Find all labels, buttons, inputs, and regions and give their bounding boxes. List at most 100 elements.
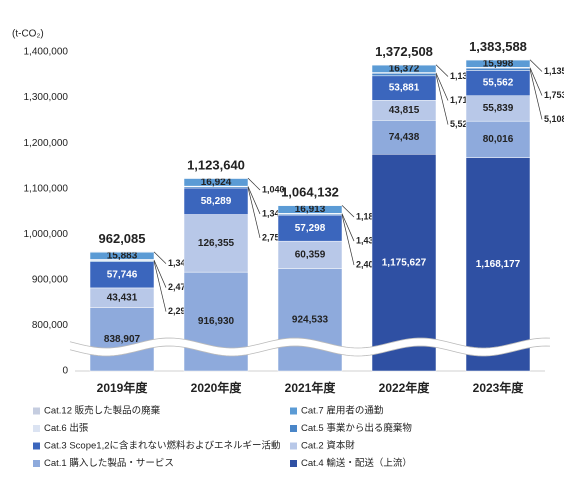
legend-label: Cat.7 雇用者の通勤: [301, 405, 383, 417]
legend-label: Cat.4 輸送・配送（上流）: [301, 457, 412, 469]
bar-segment: [277, 214, 343, 242]
small-label: 1,040: [262, 184, 285, 194]
y-tick-label: 800,000: [32, 320, 69, 331]
leader-line: [435, 74, 449, 125]
bar-segment: [277, 204, 343, 206]
y-tick-label: 0: [62, 366, 68, 377]
y-tick-label: 900,000: [32, 274, 69, 285]
segment-label: 58,289: [201, 196, 232, 207]
legend-swatch: [290, 442, 297, 450]
small-label: 1,753: [544, 90, 564, 100]
legend-swatch: [33, 425, 40, 432]
x-tick-label: 2020年度: [191, 380, 243, 395]
bar-segment: [465, 95, 531, 122]
total-label: 1,372,508: [375, 44, 433, 59]
small-label: 1,131: [450, 71, 473, 81]
legend-label: Cat.12 販売した製品の廃棄: [44, 405, 161, 417]
segment-label: 80,016: [483, 134, 514, 145]
small-label: 2,405: [356, 259, 379, 269]
total-label: 962,085: [99, 231, 146, 246]
leader-line: [529, 59, 543, 72]
total-label: 1,383,588: [469, 39, 527, 54]
bar-segment: [183, 187, 249, 215]
leader-line: [153, 251, 167, 264]
leader-line: [247, 187, 261, 239]
small-label: 2,298: [168, 306, 191, 316]
y-tick-label: 1,300,000: [24, 92, 69, 103]
segment-label: 15,998: [483, 58, 514, 69]
leader-line: [435, 72, 449, 101]
axis-break-edge: [69, 345, 551, 357]
segment-label: 126,355: [198, 238, 235, 249]
segment-label: 16,924: [201, 177, 232, 188]
legend-label: Cat.1 購入した製品・サービス: [44, 457, 174, 469]
legend-label: Cat.2 資本財: [301, 440, 355, 452]
segment-label: 60,359: [295, 250, 326, 261]
small-label: 1,346: [168, 258, 191, 268]
small-label: 1,189: [356, 211, 379, 221]
small-label: 1,343: [262, 208, 285, 218]
total-label: 1,123,640: [187, 157, 245, 172]
leader-line: [341, 214, 355, 266]
x-tick-label: 2023年度: [473, 380, 525, 395]
bar-segment: [371, 64, 437, 66]
small-label: 2,474: [168, 282, 191, 292]
segment-label: 57,298: [295, 223, 326, 234]
legend-swatch: [33, 442, 40, 450]
segment-label: 16,913: [295, 204, 326, 215]
unit-label: (t-CO₂): [12, 29, 44, 40]
segment-label: 838,907: [104, 334, 141, 345]
segment-label: 43,431: [107, 292, 138, 303]
segment-label: 924,533: [292, 314, 329, 325]
x-tick-label: 2019年度: [97, 380, 149, 395]
bar-segment: [89, 307, 155, 372]
bar-segment: [277, 268, 343, 372]
bar-segment: [183, 177, 249, 179]
bar-segment: [465, 70, 531, 96]
segment-label: 74,438: [389, 132, 420, 143]
x-tick-label: 2022年度: [379, 380, 431, 395]
segment-label: 916,930: [198, 316, 235, 327]
bar-segment: [371, 120, 437, 155]
legend-swatch: [33, 407, 40, 415]
small-label: 2,759: [262, 232, 285, 242]
leader-line: [341, 213, 355, 242]
segment-label: 55,839: [483, 103, 514, 114]
total-label: 1,064,132: [281, 184, 339, 199]
segment-label: 57,746: [107, 269, 138, 280]
bar-segment: [89, 251, 155, 253]
leader-line: [435, 64, 449, 77]
small-label: 5,108: [544, 114, 564, 124]
y-tick-label: 1,100,000: [24, 183, 69, 194]
leader-line: [529, 67, 543, 96]
segment-label: 16,372: [389, 63, 420, 74]
segment-label: 55,562: [483, 78, 514, 89]
legend-label: Cat.3 Scope1,2に含まれない燃料およびエネルギー活動: [44, 440, 281, 452]
bar-segment: [371, 75, 437, 101]
small-label: 1,716: [450, 95, 473, 105]
legend-swatch: [290, 425, 297, 432]
small-label: 1,135: [544, 66, 564, 76]
leader-line: [247, 177, 261, 191]
small-label: 5,527: [450, 119, 473, 129]
axis-break-edge: [69, 337, 551, 349]
leader-line: [529, 69, 543, 120]
legend-label: Cat.5 事業から出る廃棄物: [301, 422, 412, 434]
y-tick-label: 1,000,000: [24, 229, 69, 240]
bar-segment: [465, 120, 531, 158]
legend-label: Cat.6 出張: [44, 422, 89, 434]
legend-swatch: [33, 460, 40, 467]
segment-label: 1,175,627: [382, 257, 427, 268]
leader-line: [247, 186, 261, 215]
x-tick-label: 2021年度: [285, 380, 337, 395]
small-label: 1,435: [356, 235, 379, 245]
segment-label: 53,881: [389, 83, 420, 94]
segment-label: 1,168,177: [476, 259, 521, 270]
y-tick-label: 1,200,000: [24, 138, 69, 149]
bar-segment: [371, 153, 437, 372]
leader-line: [153, 259, 167, 288]
legend-swatch: [290, 460, 297, 467]
bar-segment: [465, 157, 531, 372]
bar-segment: [183, 214, 249, 273]
